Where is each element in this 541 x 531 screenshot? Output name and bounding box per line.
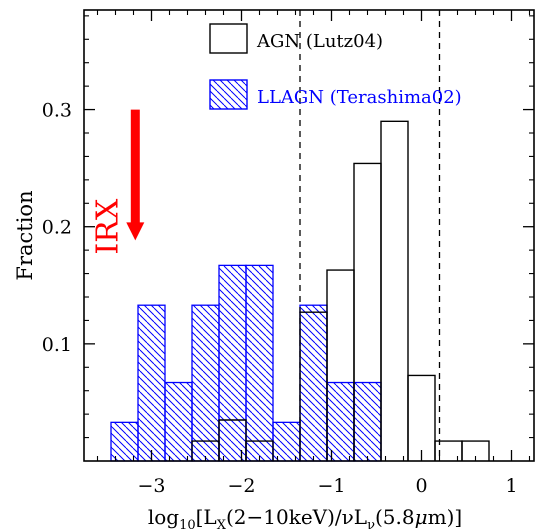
legend: AGN (Lutz04) LLAGN (Terashima02) (209, 23, 462, 110)
llagn-bar-6 (272, 421, 301, 462)
llagn-bar-9 (353, 381, 382, 462)
agn-bar-9 (461, 440, 490, 461)
x-axis-label-part: (5.8 (375, 505, 415, 529)
x-tick-label-2: −1 (317, 475, 345, 497)
llagn-bar-0 (110, 421, 139, 462)
agn-bar-7 (407, 374, 436, 461)
llagn-bar-3 (191, 304, 220, 462)
legend-swatch-llagn (209, 79, 248, 110)
x-tick-label-4: 1 (505, 475, 517, 497)
y-axis-label: Fraction (13, 190, 37, 280)
llagn-bar-7 (299, 304, 328, 462)
y-tick-label-0: 0.1 (42, 334, 72, 356)
legend-swatch-agn (209, 23, 248, 54)
irx-label: IRX (90, 198, 125, 254)
x-axis-label-part: (2−10keV)/νL (226, 505, 367, 529)
irx-arrow-head (126, 222, 145, 241)
y-tick-label-1: 0.2 (42, 217, 72, 239)
llagn-bar-5 (245, 264, 274, 462)
agn-bar-2 (245, 440, 274, 461)
reference-lines (299, 10, 441, 461)
llagn-bar-2 (164, 381, 193, 462)
y-tick-label-2: 0.3 (42, 100, 72, 122)
agn-bar-6 (380, 120, 409, 461)
llagn-bar-8 (326, 381, 355, 462)
llagn-bar-4 (218, 264, 247, 462)
annotations: IRX (90, 109, 145, 255)
plot-frame (83, 9, 535, 462)
x-axis-label-part: ν (367, 518, 375, 531)
x-tick-label-0: −3 (137, 475, 165, 497)
x-tick-label-3: 0 (415, 475, 427, 497)
x-axis-label-part: m)] (428, 505, 463, 529)
legend-label-llagn: LLAGN (Terashima02) (257, 87, 462, 108)
llagn-bar-1 (137, 304, 166, 462)
axes: −3 −2 −1 0 1 0.1 0.2 0.3 Fraction log10[LX(2−10ke… (13, 9, 535, 531)
x-axis-label: log10[LX(2−10keV)/νLν(5.8μm)] (148, 505, 462, 531)
x-axis-label-part: log (148, 505, 179, 529)
x-axis-label-part: μ (415, 505, 428, 529)
x-axis-label-part: [L (196, 505, 217, 529)
x-axis-label-part: 10 (179, 518, 196, 531)
x-axis-label-part: X (217, 518, 227, 531)
legend-label-agn: AGN (Lutz04) (256, 31, 383, 52)
x-tick-label-1: −2 (227, 475, 255, 497)
histogram-bars (110, 120, 490, 462)
